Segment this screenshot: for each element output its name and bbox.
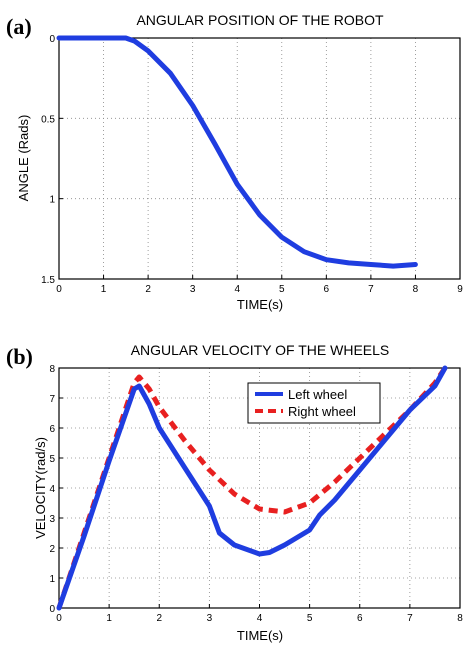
legend-label-left-wheel: Left wheel [288, 387, 347, 402]
panel-a: (a) ANGULAR POSITION OF THE ROBOT 0 1 2 3 4 5… [6, 12, 463, 312]
x-tick-label-b: 1 [106, 613, 112, 624]
legend-box [247, 382, 381, 424]
y-axis-label-a: ANGLE (Rads) [16, 115, 31, 202]
x-tick-label-b: 4 [257, 613, 263, 624]
x-tick-label-a: 2 [145, 284, 151, 295]
ticks-a: 0 1 2 3 4 5 6 7 8 9 0 0.5 1 1.5 [41, 34, 463, 295]
x-tick-label-b: 0 [56, 613, 62, 624]
x-tick-label-a: 9 [457, 284, 463, 295]
y-tick-label-a: 0.5 [41, 114, 55, 125]
x-tick-label-a: 0 [56, 284, 62, 295]
x-tick-label-b: 6 [357, 613, 363, 624]
x-axis-label-a: TIME(s) [237, 297, 283, 312]
y-tick-label-b: 3 [49, 514, 55, 525]
y-tick-label-a: 1.5 [41, 275, 55, 286]
chart-title-a: ANGULAR POSITION OF THE ROBOT [136, 12, 384, 28]
y-tick-label-b: 1 [49, 574, 55, 585]
y-tick-label-b: 8 [49, 364, 55, 375]
legend-label-right-wheel: Right wheel [288, 404, 356, 419]
x-tick-label-b: 8 [457, 613, 463, 624]
y-tick-label-b: 6 [49, 424, 55, 435]
x-tick-label-a: 7 [368, 284, 374, 295]
x-tick-label-b: 2 [156, 613, 162, 624]
series-a [56, 35, 418, 269]
y-tick-label-b: 4 [49, 484, 55, 495]
y-tick-label-a: 1 [49, 195, 55, 206]
ticks-b: 0 1 2 3 4 5 6 7 8 0 1 2 3 4 5 6 7 8 [49, 364, 463, 624]
x-axis-label-b: TIME(s) [237, 628, 283, 643]
grid-a [59, 38, 460, 279]
x-tick-label-a: 4 [234, 284, 240, 295]
y-tick-label-b: 5 [49, 454, 55, 465]
x-tick-label-a: 8 [413, 284, 419, 295]
x-tick-label-a: 3 [190, 284, 196, 295]
x-tick-label-a: 1 [101, 284, 107, 295]
legend: Left wheel Right wheel [247, 382, 381, 424]
x-tick-label-a: 6 [324, 284, 330, 295]
y-tick-label-b: 0 [49, 604, 55, 615]
x-tick-label-b: 3 [207, 613, 213, 624]
y-tick-label-a: 0 [49, 34, 55, 45]
y-axis-label-b: VELOCITY(rad/s) [33, 437, 48, 539]
chart-title-b: ANGULAR VELOCITY OF THE WHEELS [131, 342, 390, 358]
panel-b: (b) ANGULAR VELOCITY OF THE WHEELS 0 1 2 3 4… [6, 342, 463, 643]
y-tick-label-b: 2 [49, 544, 55, 555]
plot-frame-a [58, 37, 461, 280]
y-tick-label-b: 7 [49, 394, 55, 405]
x-tick-label-b: 5 [307, 613, 313, 624]
panel-label-b: (b) [6, 344, 33, 369]
x-tick-label-a: 5 [279, 284, 285, 295]
series-line-b-left-wheel [56, 365, 448, 611]
series-line-a-0 [56, 35, 418, 269]
x-tick-label-b: 7 [407, 613, 413, 624]
series-line-b-right-wheel [56, 366, 448, 609]
panel-label-a: (a) [6, 14, 32, 39]
series-b [56, 365, 448, 611]
